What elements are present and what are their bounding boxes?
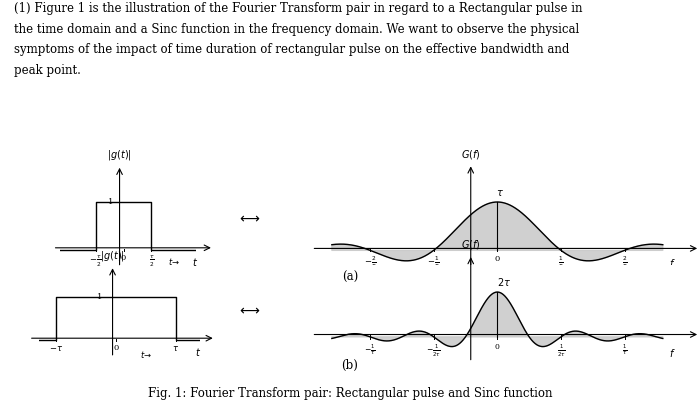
Text: (a): (a)	[342, 271, 358, 284]
Text: 1: 1	[108, 198, 114, 206]
Text: $G(f)$: $G(f)$	[461, 148, 481, 161]
Text: 0: 0	[121, 254, 126, 262]
Text: $|g(t)|$: $|g(t)|$	[107, 148, 132, 162]
Text: Fig. 1: Fourier Transform pair: Rectangular pulse and Sinc function: Fig. 1: Fourier Transform pair: Rectangu…	[148, 387, 552, 400]
Text: $-\tau$: $-\tau$	[49, 344, 64, 353]
Text: $-\frac{1}{\tau}$: $-\frac{1}{\tau}$	[364, 343, 376, 357]
Text: 0: 0	[495, 255, 500, 263]
Text: $\frac{\tau}{2}$: $\frac{\tau}{2}$	[148, 254, 154, 268]
Text: $t$: $t$	[195, 346, 201, 358]
Text: $\longleftrightarrow$: $\longleftrightarrow$	[237, 303, 260, 317]
Text: $\frac{1}{2\tau}$: $\frac{1}{2\tau}$	[556, 343, 566, 359]
Text: 0: 0	[495, 343, 500, 350]
Text: (1) Figure 1 is the illustration of the Fourier Transform pair in regard to a Re: (1) Figure 1 is the illustration of the …	[14, 2, 582, 77]
Text: (b): (b)	[342, 359, 358, 372]
Text: $t\!\rightarrow$: $t\!\rightarrow$	[167, 257, 180, 268]
Text: 0: 0	[113, 344, 118, 352]
Text: $-\frac{\tau}{2}$: $-\frac{\tau}{2}$	[90, 254, 102, 268]
Text: $\tau$: $\tau$	[172, 344, 179, 353]
Text: $G(f)$: $G(f)$	[461, 238, 481, 251]
Text: $\longleftrightarrow$: $\longleftrightarrow$	[237, 211, 260, 225]
Text: 1: 1	[97, 293, 103, 301]
Text: $\frac{2}{\tau}$: $\frac{2}{\tau}$	[622, 255, 627, 270]
Text: $t\!\rightarrow$: $t\!\rightarrow$	[140, 350, 152, 361]
Text: $f$: $f$	[669, 347, 675, 359]
Text: $t$: $t$	[192, 257, 197, 268]
Text: $-\frac{2}{\tau}$: $-\frac{2}{\tau}$	[364, 255, 377, 270]
Text: $\tau$: $\tau$	[496, 188, 504, 198]
Text: $-\frac{1}{\tau}$: $-\frac{1}{\tau}$	[427, 255, 440, 270]
Text: $\frac{1}{\tau}$: $\frac{1}{\tau}$	[558, 255, 564, 270]
Text: $|g(t)|$: $|g(t)|$	[100, 249, 125, 263]
Text: $-\frac{1}{2\tau}$: $-\frac{1}{2\tau}$	[426, 343, 441, 359]
Text: $\frac{1}{\tau}$: $\frac{1}{\tau}$	[622, 343, 627, 357]
Text: $2\tau$: $2\tau$	[496, 275, 511, 288]
Text: $f$: $f$	[669, 257, 675, 269]
